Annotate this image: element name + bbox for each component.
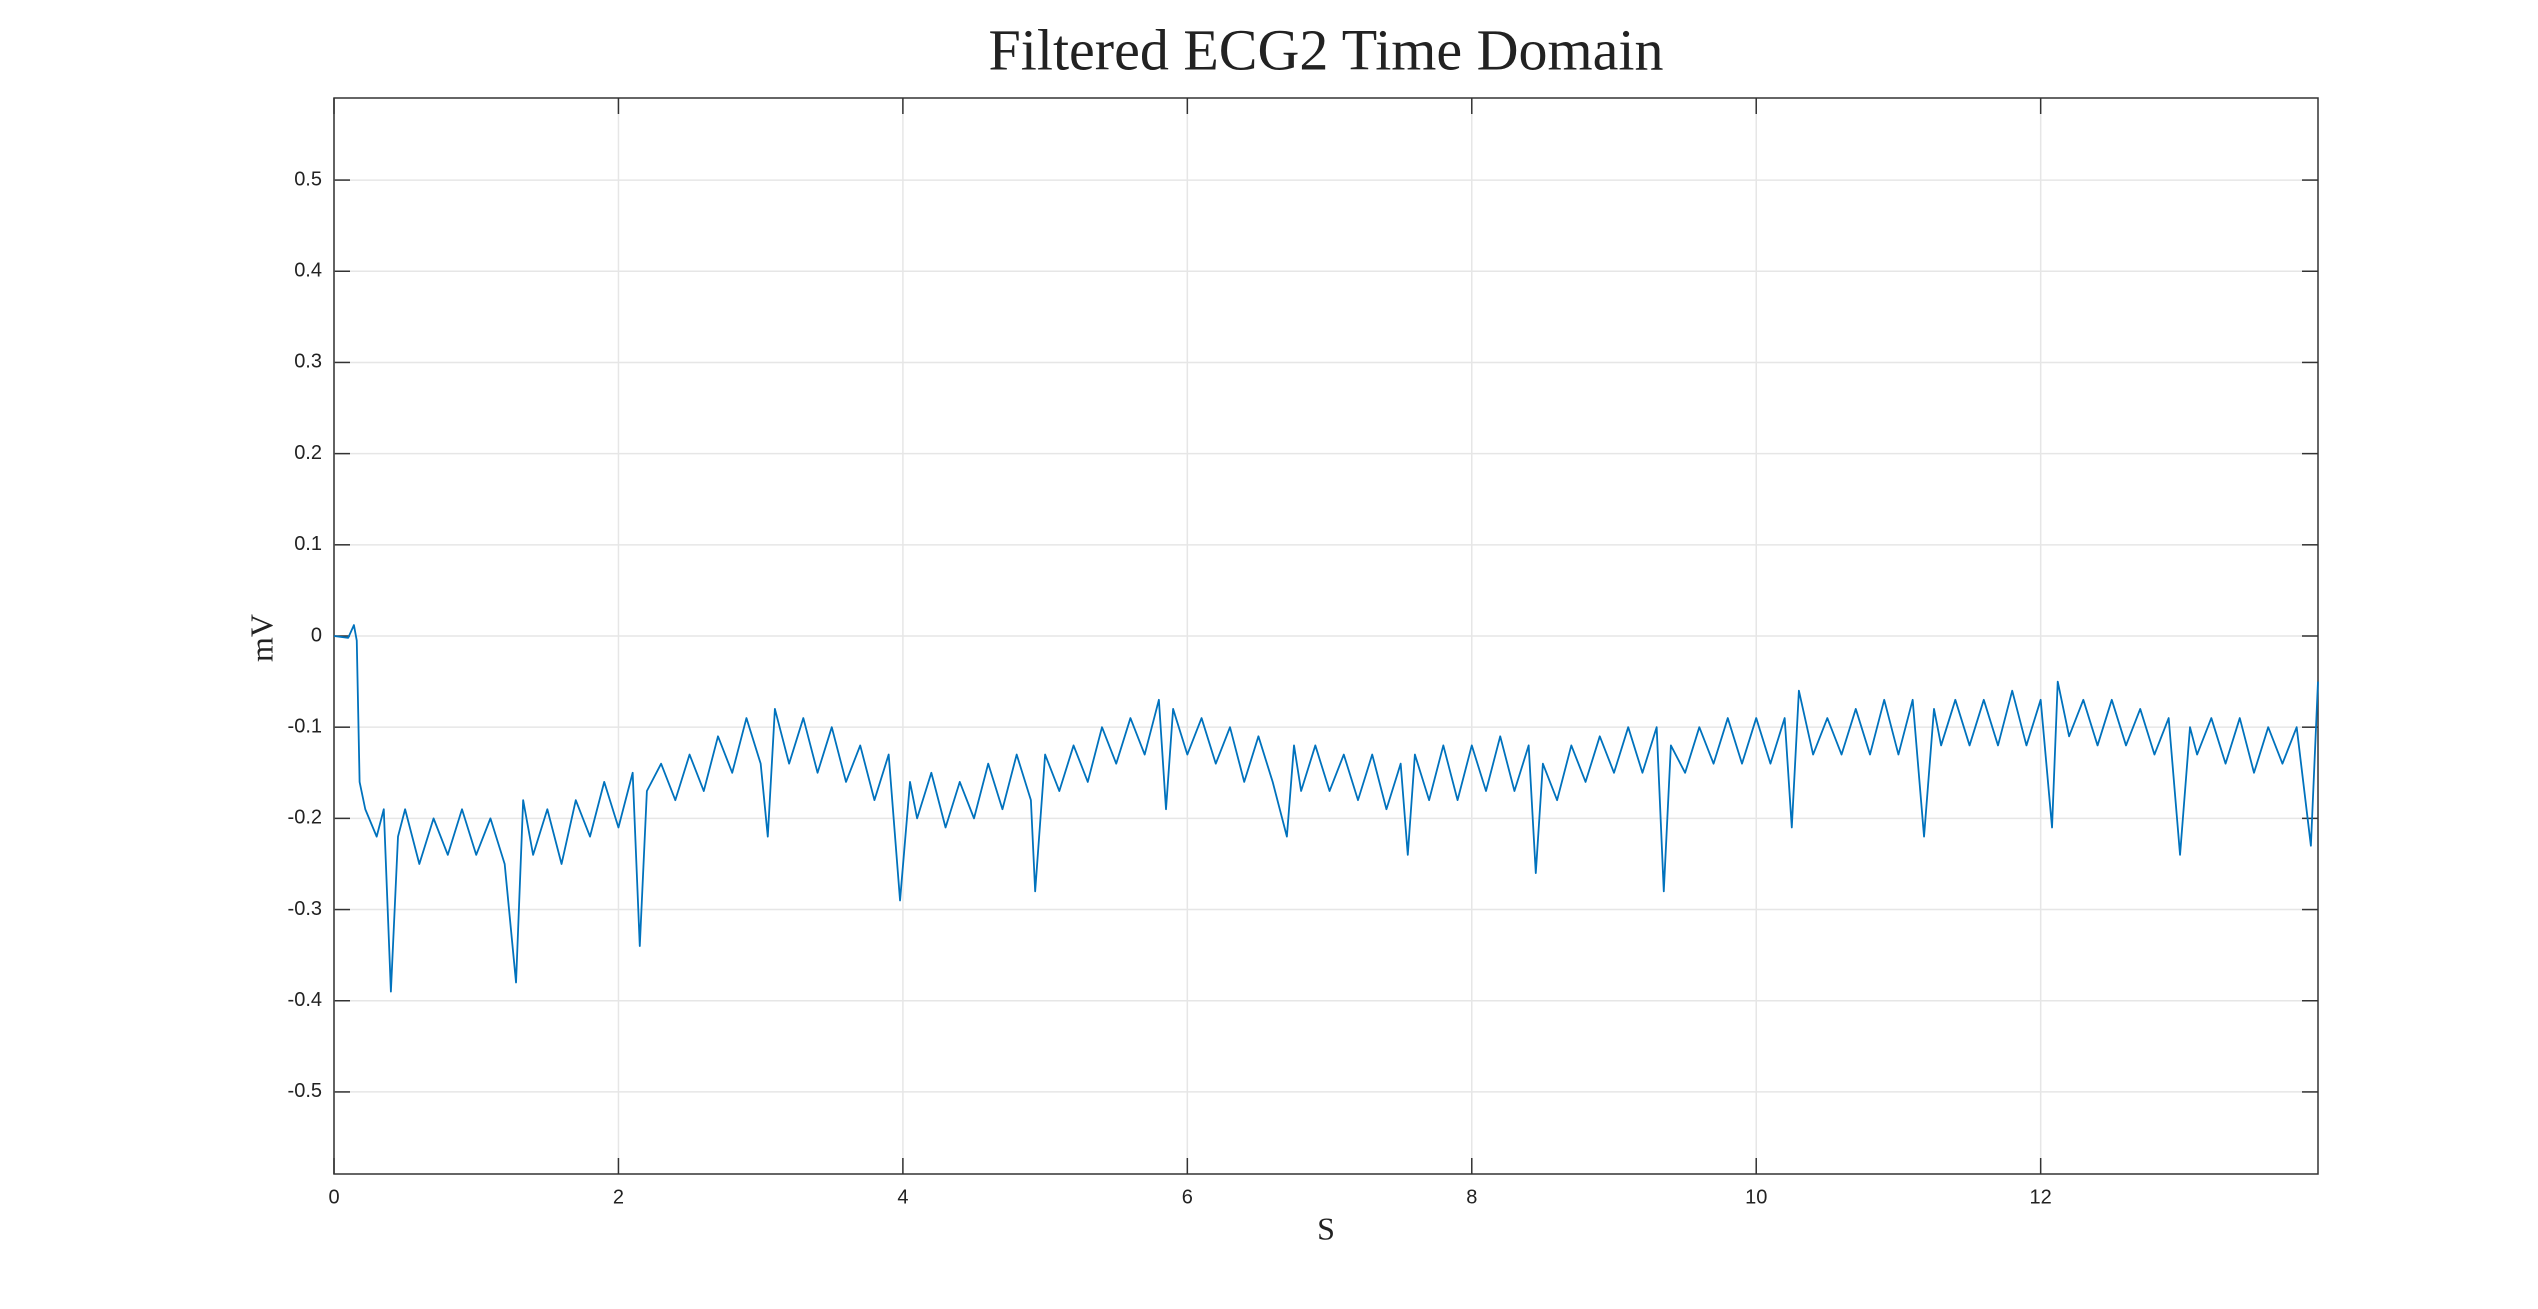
y-tick-label: 0.4	[294, 260, 322, 282]
y-tick-label: -0.5	[288, 1080, 322, 1102]
x-tick-label: 2	[613, 1186, 624, 1208]
y-tick-label: 0.3	[294, 351, 322, 373]
x-tick-label: 4	[897, 1186, 908, 1208]
y-tick-label: -0.3	[288, 898, 322, 920]
x-tick-label: 6	[1182, 1186, 1193, 1208]
y-tick-label: 0.1	[294, 533, 322, 555]
x-tick-label: 12	[2030, 1186, 2052, 1208]
y-tick-label: -0.2	[288, 807, 322, 829]
y-tick-label: -0.1	[288, 715, 322, 737]
x-tick-label: 10	[1745, 1186, 1767, 1208]
x-tick-label: 0	[328, 1186, 339, 1208]
y-tick-label: 0	[311, 624, 322, 646]
y-tick-label: -0.4	[288, 989, 322, 1011]
x-axis-label: S	[1317, 1210, 1335, 1246]
series-line	[333, 624, 2319, 993]
chart-title: Filtered ECG2 Time Domain	[988, 17, 1663, 82]
y-axis-label: mV	[243, 614, 279, 662]
x-tick-label: 8	[1466, 1186, 1477, 1208]
y-tick-label: 0.2	[294, 442, 322, 464]
y-tick-label: 0.5	[294, 168, 322, 190]
